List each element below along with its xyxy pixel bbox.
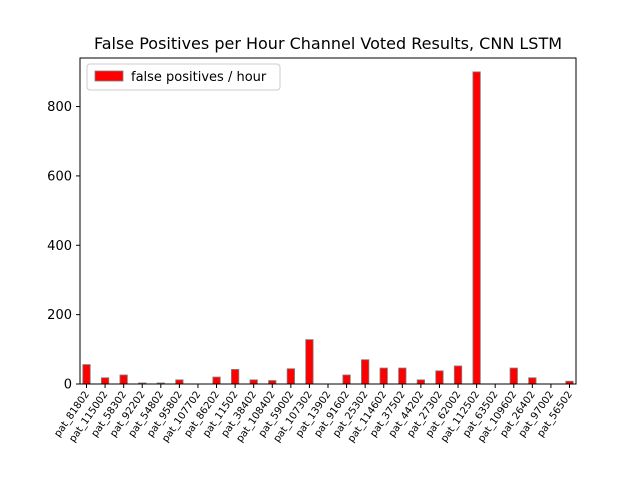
bar bbox=[100, 377, 110, 385]
y-tick-label: 600 bbox=[47, 169, 72, 184]
y-tick-label: 200 bbox=[47, 308, 72, 323]
y-tick-label: 0 bbox=[64, 378, 72, 393]
bar bbox=[268, 380, 277, 385]
bar bbox=[398, 367, 407, 385]
bar bbox=[305, 339, 314, 385]
bar bbox=[342, 374, 351, 385]
bar bbox=[361, 359, 370, 385]
bar bbox=[175, 379, 184, 385]
y-tick-label: 400 bbox=[47, 239, 72, 254]
bar bbox=[249, 379, 258, 385]
y-tick-label: 800 bbox=[47, 100, 72, 115]
chart-title: False Positives per Hour Channel Voted R… bbox=[94, 34, 562, 53]
legend-swatch bbox=[94, 70, 124, 82]
bar bbox=[472, 71, 481, 385]
legend-label: false positives / hour bbox=[131, 70, 267, 85]
bar bbox=[119, 374, 128, 385]
bar bbox=[379, 367, 388, 385]
bar bbox=[286, 368, 295, 385]
bar bbox=[509, 367, 518, 385]
bar bbox=[82, 364, 91, 385]
bar bbox=[416, 379, 426, 385]
bar bbox=[453, 365, 463, 385]
bar bbox=[230, 369, 240, 385]
bar bbox=[435, 370, 444, 385]
legend: false positives / hour bbox=[86, 63, 281, 91]
bar bbox=[528, 377, 537, 385]
plot-frame bbox=[79, 57, 577, 385]
bar bbox=[212, 376, 221, 385]
legend-box bbox=[86, 63, 281, 91]
y-axis: 0 200 400 600 800 bbox=[47, 100, 80, 393]
